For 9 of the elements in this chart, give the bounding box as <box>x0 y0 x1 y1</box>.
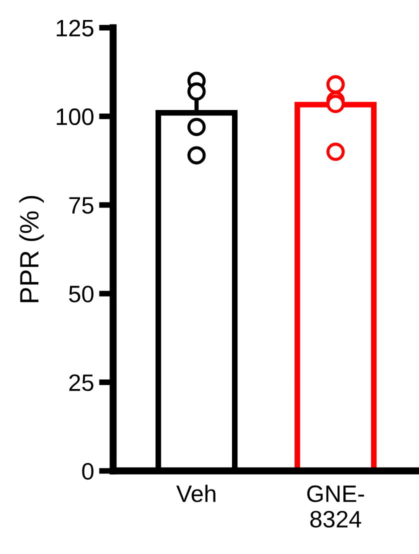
y-axis-title: PPR (% ) <box>19 196 44 302</box>
x-tick-label: Veh <box>176 484 216 502</box>
y-tick-label: 75 <box>69 197 94 214</box>
y-tick-label: 125 <box>56 20 94 36</box>
y-tick-label: 0 <box>82 462 94 480</box>
x-tick-label: GNE- 8324 <box>307 485 364 528</box>
y-tick-label: 25 <box>69 374 94 392</box>
y-tick-label: 50 <box>69 286 94 302</box>
y-tick-label: 100 <box>56 108 94 126</box>
